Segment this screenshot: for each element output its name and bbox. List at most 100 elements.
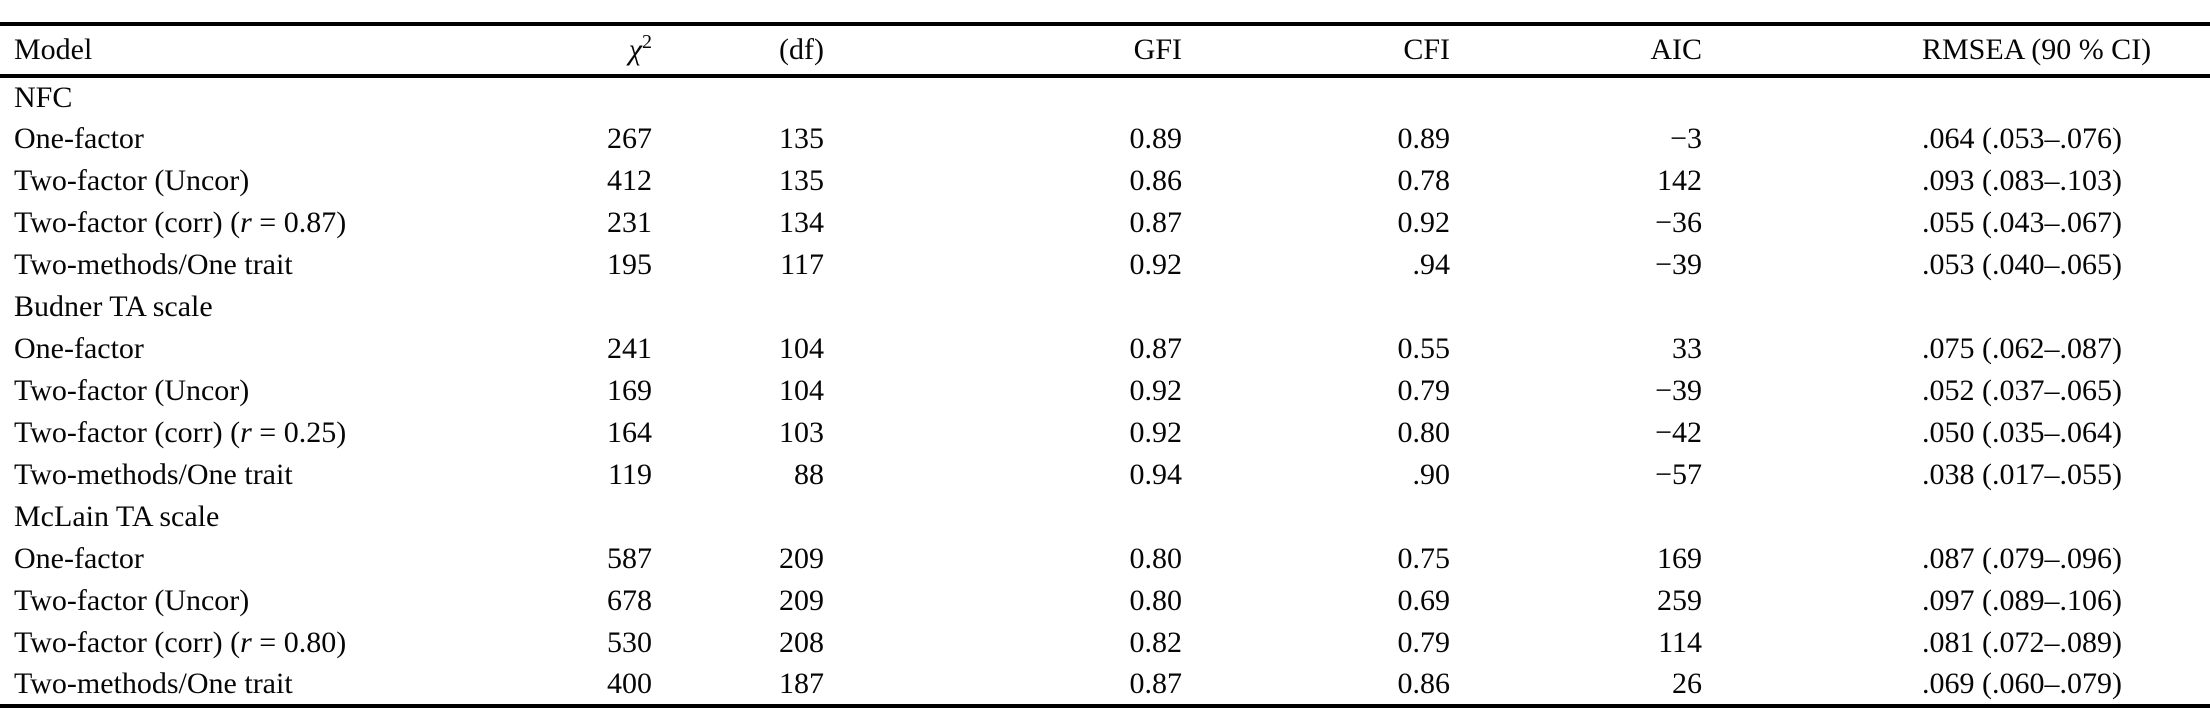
cfi-cell: 0.69 [1397, 584, 1451, 617]
col-header-gfi: GFI [1133, 33, 1182, 66]
table-row: Two-factor (Uncor) 678 209 0.80 0.69 259… [0, 580, 2210, 622]
df-cell: 104 [779, 374, 824, 407]
model-label: Two-factor (Uncor) [14, 584, 250, 617]
model-label-suffix: = 0.87) [251, 206, 347, 239]
col-header-rmsea: RMSEA (90 % CI) [1922, 33, 2152, 66]
col-header-df: (df) [779, 33, 824, 66]
chi2-cell: 231 [607, 206, 652, 239]
gfi-cell: 0.87 [1129, 667, 1183, 700]
gfi-cell: 0.87 [1129, 206, 1183, 239]
df-cell: 135 [779, 122, 824, 155]
model-label: One-factor [14, 122, 144, 155]
r-symbol: r [240, 206, 252, 239]
rmsea-cell: .081 (.072–.089) [1922, 626, 2122, 659]
table-row: Two-methods/One trait 119 88 0.94 .90 −5… [0, 454, 2210, 496]
cfi-cell: 0.78 [1397, 164, 1451, 197]
model-label: One-factor [14, 332, 144, 365]
model-label: Two-methods/One trait [14, 458, 293, 491]
col-header-model: Model [14, 33, 93, 66]
df-cell: 104 [779, 332, 824, 365]
col-header-aic: AIC [1650, 33, 1702, 66]
cfi-cell: 0.79 [1397, 626, 1451, 659]
gfi-cell: 0.92 [1129, 248, 1183, 281]
table-row: Two-methods/One trait 195 117 0.92 .94 −… [0, 244, 2210, 286]
gfi-cell: 0.82 [1129, 626, 1183, 659]
gfi-cell: 0.92 [1129, 374, 1183, 407]
chi2-cell: 169 [607, 374, 652, 407]
rmsea-cell: .087 (.079–.096) [1922, 542, 2122, 575]
df-cell: 209 [779, 542, 824, 575]
gfi-cell: 0.92 [1129, 416, 1183, 449]
aic-cell: −57 [1655, 458, 1702, 491]
table-row: Two-factor (corr) (r = 0.25) 164 103 0.9… [0, 412, 2210, 454]
aic-cell: −3 [1670, 122, 1702, 155]
cfi-cell: .90 [1412, 458, 1451, 491]
table-row: One-factor 241 104 0.87 0.55 33 .075 (.0… [0, 328, 2210, 370]
rmsea-cell: .050 (.035–.064) [1922, 416, 2122, 449]
col-header-chi2: χ2 [560, 24, 652, 76]
cfi-cell: 0.75 [1397, 542, 1451, 575]
df-cell: 208 [779, 626, 824, 659]
gfi-cell: 0.80 [1129, 584, 1183, 617]
gfi-cell: 0.80 [1129, 542, 1183, 575]
cfi-cell: 0.89 [1397, 122, 1451, 155]
r-symbol: r [240, 626, 252, 659]
aic-cell: −39 [1655, 248, 1702, 281]
fit-indices-table: Model χ2 (df) GFI CFI AIC RMSEA (90 % CI… [0, 22, 2210, 708]
table-row: Two-methods/One trait 400 187 0.87 0.86 … [0, 664, 2210, 706]
aic-cell: 26 [1672, 667, 1702, 700]
rmsea-cell: .052 (.037–.065) [1922, 374, 2122, 407]
df-cell: 187 [779, 667, 824, 700]
table-row: Two-factor (Uncor) 169 104 0.92 0.79 −39… [0, 370, 2210, 412]
df-cell: 103 [779, 416, 824, 449]
chi2-cell: 400 [607, 667, 652, 700]
df-cell: 209 [779, 584, 824, 617]
chi2-cell: 267 [607, 122, 652, 155]
aic-cell: −39 [1655, 374, 1702, 407]
aic-cell: 142 [1657, 164, 1702, 197]
df-cell: 117 [780, 248, 824, 281]
table-row: Two-factor (corr) (r = 0.80) 530 208 0.8… [0, 622, 2210, 664]
rmsea-cell: .055 (.043–.067) [1922, 206, 2122, 239]
model-cell: Two-factor (Uncor) [0, 580, 560, 622]
df-cell: 88 [794, 458, 824, 491]
r-symbol: r [240, 416, 252, 449]
chi2-cell: 530 [607, 626, 652, 659]
rmsea-cell: .053 (.040–.065) [1922, 248, 2122, 281]
rmsea-cell: .093 (.083–.103) [1922, 164, 2122, 197]
model-label: Two-methods/One trait [14, 248, 293, 281]
chi2-cell: 241 [607, 332, 652, 365]
section-row: McLain TA scale [0, 496, 2210, 538]
chi-symbol: χ [628, 33, 642, 66]
section-label: Budner TA scale [14, 290, 213, 323]
chi2-cell: 119 [608, 458, 652, 491]
chi2-cell: 164 [607, 416, 652, 449]
cfi-cell: 0.80 [1397, 416, 1451, 449]
gfi-cell: 0.94 [1129, 458, 1183, 491]
model-label: Two-methods/One trait [14, 667, 293, 700]
table-row: One-factor 267 135 0.89 0.89 −3 .064 (.0… [0, 118, 2210, 160]
model-cell: Two-methods/One trait [0, 454, 560, 496]
model-cell: Two-factor (corr) (r = 0.80) [0, 622, 560, 664]
model-cell: One-factor [0, 538, 560, 580]
aic-cell: 114 [1658, 626, 1702, 659]
cfi-cell: 0.55 [1397, 332, 1451, 365]
df-cell: 134 [779, 206, 824, 239]
model-label-suffix: = 0.25) [251, 416, 347, 449]
model-label: Two-factor (corr) ( [14, 206, 241, 239]
rmsea-cell: .075 (.062–.087) [1922, 332, 2122, 365]
model-cell: Two-factor (Uncor) [0, 160, 560, 202]
model-cell: Two-factor (corr) (r = 0.87) [0, 202, 560, 244]
model-cell: Two-methods/One trait [0, 244, 560, 286]
rmsea-cell: .064 (.053–.076) [1922, 122, 2122, 155]
cfi-cell: .94 [1412, 248, 1451, 281]
section-label: NFC [14, 81, 73, 114]
chi2-cell: 195 [607, 248, 652, 281]
table-row: One-factor 587 209 0.80 0.75 169 .087 (.… [0, 538, 2210, 580]
rmsea-cell: .097 (.089–.106) [1922, 584, 2122, 617]
section-row: Budner TA scale [0, 286, 2210, 328]
rmsea-cell: .038 (.017–.055) [1922, 458, 2122, 491]
gfi-cell: 0.86 [1129, 164, 1183, 197]
header-row: Model χ2 (df) GFI CFI AIC RMSEA (90 % CI… [0, 24, 2210, 76]
